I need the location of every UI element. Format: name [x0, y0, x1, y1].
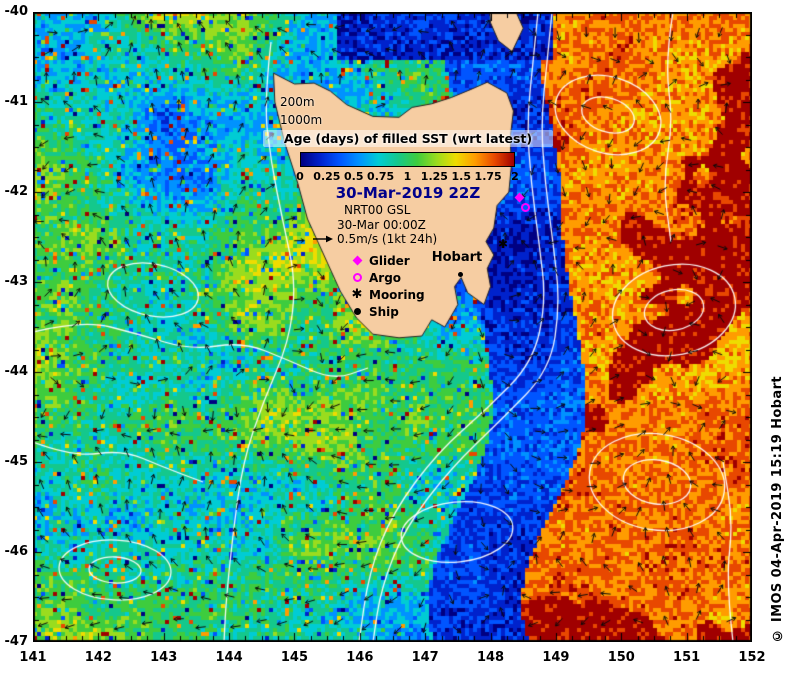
y-tick-label: -41	[4, 94, 29, 109]
x-tick-label: 151	[673, 650, 701, 665]
mooring-symbol-icon: ✱	[351, 287, 363, 302]
colorbar-tick-label: 2	[511, 170, 519, 183]
colorbar-title: Age (days) of filled SST (wrt latest)	[263, 130, 553, 147]
marker-legend-row: Ship	[350, 303, 425, 320]
x-tick-label: 146	[346, 650, 374, 665]
glider-symwrap	[350, 255, 364, 266]
argo-symbol-icon	[352, 273, 362, 282]
x-tick-label: 142	[84, 650, 112, 665]
marker-legend-row: Argo	[350, 269, 425, 286]
y-tick-label: -42	[4, 184, 29, 199]
contour-depth-label-1000m: 1000m	[280, 113, 323, 127]
velocity-scale-label: 0.5m/s (1kt 24h)	[337, 232, 438, 246]
ship-symwrap	[350, 308, 364, 315]
mooring-map-marker-icon: ✱	[498, 237, 509, 251]
contour-depth-label-200m: 200m	[280, 95, 315, 109]
colorbar-tick-label: 0	[296, 170, 304, 183]
product-label: NRT00 GSL	[344, 203, 411, 217]
field-time-label: 30-Mar 00:00Z	[337, 218, 426, 232]
y-tick-label: -47	[4, 634, 29, 649]
y-tick-label: -46	[4, 544, 29, 559]
copyright-watermark: © IMOS 04-Apr-2019 15:19 Hobart	[770, 375, 785, 642]
velocity-scale-arrow-icon	[313, 235, 333, 243]
colorbar-tick-labels: 0 0.25 0.5 0.75 1 1.25 1.5 1.75 2	[296, 170, 519, 183]
hobart-marker-icon	[458, 272, 463, 277]
colorbar-tick-label: 0.75	[367, 170, 395, 183]
marker-legend-label: Argo	[369, 270, 402, 285]
colorbar-tick-label: 0.25	[313, 170, 341, 183]
sst-age-raster-canvas	[33, 12, 752, 642]
colorbar-tick-label: 1.5	[451, 170, 472, 183]
y-tick-label: -43	[4, 274, 29, 289]
x-tick-label: 145	[280, 650, 309, 665]
x-tick-label: 143	[150, 650, 178, 665]
x-tick-label: 148	[476, 650, 505, 665]
map-overlay: 200m 1000m Age (days) of filled SST (wrt…	[33, 12, 752, 642]
argo-symwrap	[350, 273, 364, 282]
ship-symbol-icon	[353, 308, 361, 315]
map-plot-area: 200m 1000m Age (days) of filled SST (wrt…	[33, 12, 752, 642]
x-tick-label: 149	[542, 650, 570, 665]
colorbar-tick-label: 0.5	[344, 170, 364, 183]
marker-legend: Glider Argo ✱ Mooring Ship	[350, 252, 425, 320]
x-tick-label: 144	[215, 650, 243, 665]
colorbar-tick-label: 1	[403, 170, 412, 183]
marker-legend-row: ✱ Mooring	[350, 286, 425, 303]
mooring-symwrap: ✱	[350, 287, 364, 302]
x-tick-label: 150	[607, 650, 635, 665]
colorbar-gradient	[300, 152, 515, 167]
x-tick-label: 147	[411, 650, 439, 665]
y-tick-label: -44	[4, 364, 29, 379]
marker-legend-label: Ship	[369, 304, 399, 319]
glider-symbol-icon	[352, 255, 362, 266]
map-datetime-title: 30-Mar-2019 22Z	[335, 184, 481, 202]
velocity-scale: 0.5m/s (1kt 24h)	[313, 232, 437, 246]
argo-map-marker-icon	[521, 203, 530, 212]
marker-legend-label: Mooring	[369, 287, 425, 302]
city-label-hobart: Hobart	[431, 250, 483, 265]
x-tick-label: 152	[738, 650, 766, 665]
y-tick-label: -40	[4, 4, 29, 19]
marker-legend-label: Glider	[369, 253, 410, 268]
colorbar-tick-label: 1.25	[420, 170, 448, 183]
x-tick-label: 141	[19, 650, 47, 665]
marker-legend-row: Glider	[350, 252, 425, 269]
y-tick-label: -45	[4, 454, 29, 469]
colorbar-tick-label: 1.75	[474, 170, 502, 183]
